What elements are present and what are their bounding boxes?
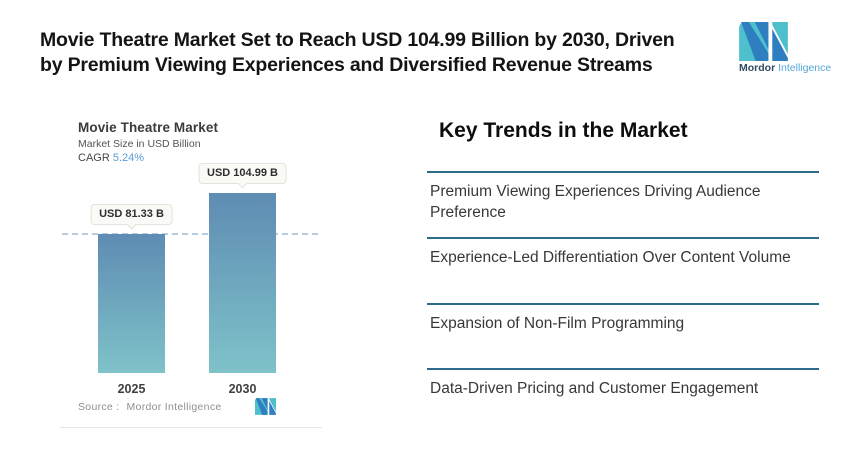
bar-2030 — [209, 193, 276, 373]
trend-row: Expansion of Non-Film Programming — [427, 303, 819, 368]
cagr-value: 5.24% — [112, 152, 145, 164]
page-title: Movie Theatre Market Set to Reach USD 10… — [40, 28, 740, 78]
chart-subtitle: Market Size in USD Billion — [78, 138, 201, 150]
bar-chart-plot: USD 81.33 B 2025 USD 104.99 B 2030 — [62, 158, 320, 396]
source-value: Mordor Intelligence — [126, 400, 222, 413]
trend-item-text: Data-Driven Pricing and Customer Engagem… — [430, 380, 759, 397]
reference-dashed-line — [62, 233, 320, 235]
x-axis-label-2025: 2025 — [117, 382, 146, 396]
mordor-logo-icon — [739, 22, 788, 61]
logo-brand-bold: Mordor — [739, 62, 776, 74]
chart-title: Movie Theatre Market — [78, 120, 219, 135]
logo-brand-light: Intelligence — [778, 62, 832, 74]
market-size-chart-card: Movie Theatre Market Market Size in USD … — [60, 110, 322, 428]
x-axis-label-2030: 2030 — [228, 382, 257, 396]
page-title-line-1: Movie Theatre Market Set to Reach USD 10… — [40, 29, 675, 51]
bar-value-badge: USD 81.33 B — [90, 204, 173, 225]
key-trends-panel: Key Trends in the Market Premium Viewing… — [427, 118, 819, 438]
trend-list: Premium Viewing Experiences Driving Audi… — [427, 171, 819, 438]
chart-source-row: Source : Mordor Intelligence — [78, 398, 310, 415]
trend-row: Experience-Led Differentiation Over Cont… — [427, 237, 819, 303]
mordor-logo: Mordor Intelligence — [739, 22, 831, 74]
trend-item-text: Expansion of Non-Film Programming — [430, 315, 685, 332]
bar-group-2025: USD 81.33 B 2025 — [90, 158, 173, 396]
page-title-line-2: by Premium Viewing Experiences and Diver… — [40, 54, 653, 76]
chart-header: Movie Theatre Market Market Size in USD … — [78, 120, 218, 164]
trend-item-text: Experience-Led Differentiation Over Cont… — [430, 249, 791, 266]
key-trends-heading: Key Trends in the Market — [439, 119, 688, 142]
bar-value-badge: USD 104.99 B — [198, 163, 287, 184]
chart-cagr: CAGR 5.24% — [78, 152, 218, 164]
trend-row: Data-Driven Pricing and Customer Engagem… — [427, 368, 819, 438]
bar-group-2030: USD 104.99 B 2030 — [198, 158, 287, 396]
trend-item-text: Premium Viewing Experiences Driving Audi… — [430, 183, 761, 221]
trend-row: Premium Viewing Experiences Driving Audi… — [427, 171, 819, 237]
mordor-logo-wordmark: Mordor Intelligence — [739, 62, 831, 74]
mordor-logo-mini-icon — [255, 398, 276, 415]
bar-2025 — [98, 234, 165, 373]
source-label: Source : — [78, 400, 120, 413]
cagr-label: CAGR — [78, 152, 110, 164]
